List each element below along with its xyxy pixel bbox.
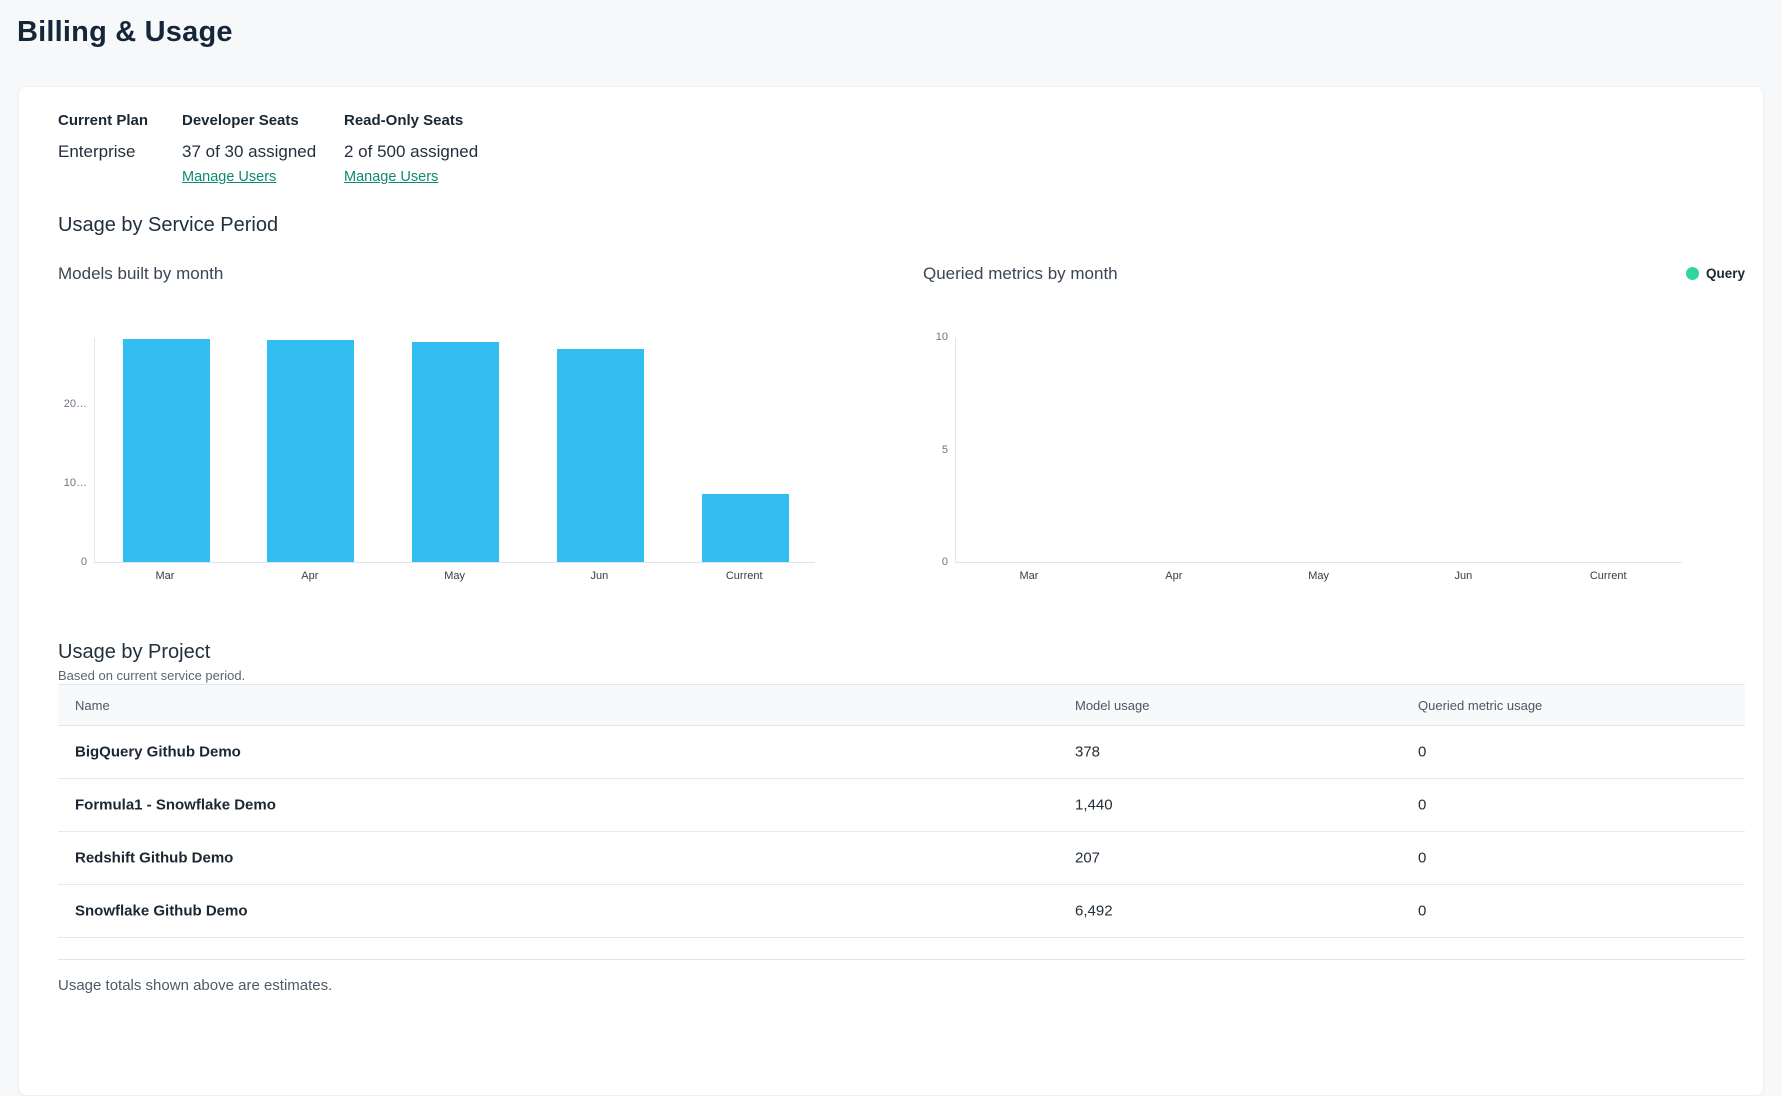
model-usage-cell: 1,440 [1075,796,1113,814]
y-axis-tick-label: 0 [80,556,87,568]
usage-by-project-table: Name Model usage Queried metric usage Bi… [58,684,1745,960]
column-header-name: Name [75,698,110,713]
table-footer-strip [58,938,1745,960]
column-header-queried-metric-usage: Queried metric usage [1418,698,1543,713]
billing-card [18,86,1764,1096]
x-axis-tick-label: Current [725,570,763,582]
bar-mar [122,338,210,562]
developer-seats-column: Developer Seats 37 of 30 assigned Manage… [182,112,316,186]
x-axis-tick-label: Jun [1454,570,1473,582]
manage-users-link-readonly[interactable]: Manage Users [344,169,439,185]
bar-current [701,494,789,562]
metrics-chart-title: Queried metrics by month [923,264,1118,283]
usage-by-project-heading: Usage by Project [58,641,211,663]
x-axis-tick-label: May [1308,570,1329,582]
queried-metric-usage-cell: 0 [1418,849,1427,867]
y-axis-tick-label: 5 [941,443,948,456]
y-axis-tick-label: 10… [63,477,87,490]
queried-metric-usage-cell: 0 [1418,796,1427,814]
table-row: Redshift Github Demo 207 0 [58,832,1745,885]
bar-jun [556,348,644,562]
table-row: Formula1 - Snowflake Demo 1,440 0 [58,779,1745,832]
table-row: BigQuery Github Demo 378 0 [58,726,1745,779]
page-title: Billing & Usage [17,16,233,48]
read-only-seats-column: Read-Only Seats 2 of 500 assigned Manage… [344,112,478,186]
queried-metrics-chart [955,338,1682,563]
usage-by-service-period-heading: Usage by Service Period [58,214,279,236]
column-header-model-usage: Model usage [1075,698,1150,713]
legend-dot-icon [1685,267,1699,280]
bar-may [412,341,500,562]
x-axis-tick-label: Jun [590,570,609,582]
y-axis-tick-label: 0 [941,556,948,568]
models-chart-title: Models built by month [58,264,224,283]
query-legend[interactable]: Query [1685,266,1745,281]
x-axis-tick-label: Apr [301,570,319,582]
usage-by-project-subtitle: Based on current service period. [58,668,246,683]
current-plan-label: Current Plan [58,112,149,129]
project-name-cell: Redshift Github Demo [75,849,234,867]
y-axis-tick-label: 10 [935,331,948,343]
queried-metric-usage-cell: 0 [1418,743,1427,761]
project-name-cell: Snowflake Github Demo [75,902,248,920]
model-usage-cell: 207 [1075,849,1101,867]
legend-label: Query [1705,266,1745,281]
project-name-cell: Formula1 - Snowflake Demo [75,796,276,814]
table-row: Snowflake Github Demo 6,492 0 [58,885,1745,938]
x-axis-tick-label: May [444,570,465,582]
x-axis-tick-label: Mar [1019,570,1039,582]
read-only-seats-value: 2 of 500 assigned [344,142,479,161]
queried-metric-usage-cell: 0 [1418,902,1427,920]
models-built-chart [94,338,815,563]
x-axis-tick-label: Mar [155,570,175,582]
model-usage-cell: 6,492 [1075,902,1113,920]
y-axis-tick-label: 20… [63,398,87,411]
x-axis-tick-label: Current [1589,570,1627,582]
read-only-seats-label: Read-Only Seats [344,112,464,129]
model-usage-cell: 378 [1075,743,1101,761]
x-axis-tick-label: Apr [1165,570,1183,582]
usage-estimates-footnote: Usage totals shown above are estimates. [58,977,333,994]
developer-seats-label: Developer Seats [182,112,299,129]
current-plan-column: Current Plan Enterprise [58,112,148,162]
manage-users-link-developer[interactable]: Manage Users [182,169,277,185]
table-header-row: Name Model usage Queried metric usage [58,684,1745,726]
bar-apr [267,340,355,562]
project-name-cell: BigQuery Github Demo [75,743,241,761]
current-plan-value: Enterprise [58,142,136,161]
developer-seats-value: 37 of 30 assigned [182,142,317,161]
